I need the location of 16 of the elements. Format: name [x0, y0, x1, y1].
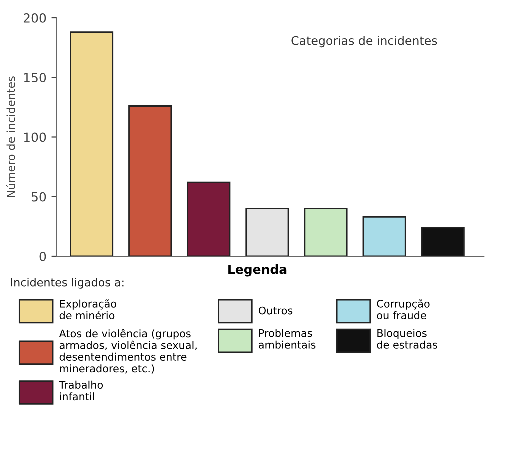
legend-title: Legenda [228, 264, 287, 277]
legend-label: Trabalho infantil [59, 380, 104, 401]
y-tick-label: 150 [24, 73, 46, 83]
y-axis-title: Número de incidentes [6, 76, 16, 198]
legend-label: Atos de violência (grupos armados, violência sexual, desentendimentos entre mineradores, etc.) [59, 329, 197, 374]
legend-label: Exploração de minério [60, 300, 116, 320]
annotation: Categorias de incidentes [292, 36, 438, 48]
y-tick-label: 50 [32, 192, 46, 202]
legend-label: Bloqueios de estradas [377, 329, 438, 349]
y-tick-label: 100 [24, 132, 46, 142]
text: Incidentes ligados a: [11, 278, 124, 289]
y-tick-label: 200 [24, 13, 46, 23]
legend-label: Corrupção ou fraude [377, 300, 430, 320]
legend-label: Outros [258, 306, 293, 315]
y-tick-label: 0 [40, 252, 46, 262]
legend-label: Problemas ambientais [259, 329, 316, 349]
